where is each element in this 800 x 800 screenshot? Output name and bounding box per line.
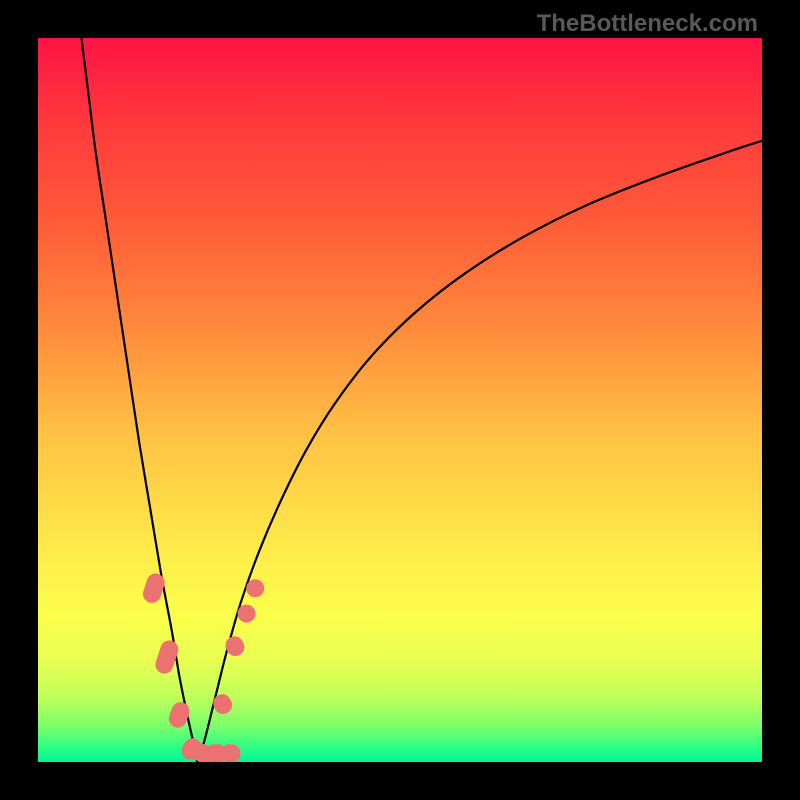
data-marker [243,576,268,601]
curve-layer [38,38,762,762]
data-marker-group [166,700,192,731]
data-marker-group [210,691,235,717]
data-marker-group [234,601,259,626]
plot-area [38,38,762,762]
chart-stage: TheBottleneck.com [0,0,800,800]
data-marker-group [243,576,268,601]
data-marker [141,571,167,605]
data-marker [234,601,259,626]
bottleneck-curve-left [81,38,197,762]
data-marker [210,691,235,717]
watermark-text: TheBottleneck.com [537,10,758,38]
bottleneck-curve-right [197,141,762,762]
data-marker-group [221,744,241,762]
data-marker [166,700,192,731]
data-marker [221,744,241,762]
data-marker-group [141,571,167,605]
